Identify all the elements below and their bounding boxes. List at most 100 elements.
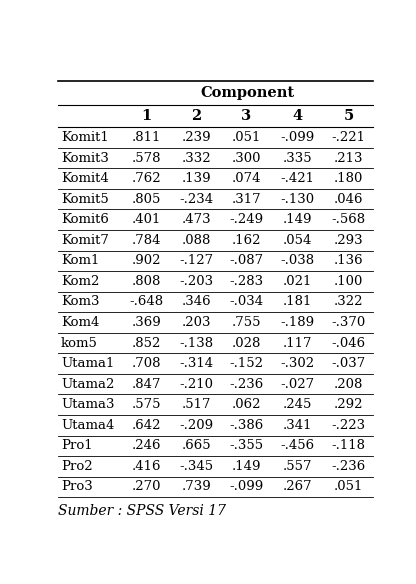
Text: .293: .293 bbox=[334, 234, 364, 247]
Text: .088: .088 bbox=[182, 234, 211, 247]
Text: 4: 4 bbox=[292, 109, 302, 123]
Text: Pro3: Pro3 bbox=[61, 481, 93, 493]
Text: -.034: -.034 bbox=[229, 296, 263, 308]
Text: -.138: -.138 bbox=[179, 336, 213, 350]
Text: .401: .401 bbox=[131, 213, 161, 226]
Text: .557: .557 bbox=[283, 460, 312, 473]
Text: .300: .300 bbox=[231, 151, 261, 165]
Text: -.234: -.234 bbox=[179, 193, 213, 206]
Text: Utama4: Utama4 bbox=[61, 419, 114, 432]
Text: .021: .021 bbox=[283, 275, 312, 288]
Text: .267: .267 bbox=[283, 481, 312, 493]
Text: .149: .149 bbox=[283, 213, 312, 226]
Text: .239: .239 bbox=[181, 131, 211, 144]
Text: -.099: -.099 bbox=[280, 131, 314, 144]
Text: .811: .811 bbox=[131, 131, 161, 144]
Text: .292: .292 bbox=[334, 398, 364, 411]
Text: Komit6: Komit6 bbox=[61, 213, 109, 226]
Text: -.037: -.037 bbox=[332, 357, 366, 370]
Text: -.236: -.236 bbox=[332, 460, 366, 473]
Text: .847: .847 bbox=[131, 378, 161, 391]
Text: .902: .902 bbox=[131, 254, 161, 267]
Text: Komit4: Komit4 bbox=[61, 172, 109, 185]
Text: -.027: -.027 bbox=[280, 378, 314, 391]
Text: -.127: -.127 bbox=[179, 254, 213, 267]
Text: .136: .136 bbox=[334, 254, 364, 267]
Text: Komit7: Komit7 bbox=[61, 234, 109, 247]
Text: .051: .051 bbox=[334, 481, 364, 493]
Text: .208: .208 bbox=[334, 378, 364, 391]
Text: -.221: -.221 bbox=[332, 131, 366, 144]
Text: .416: .416 bbox=[131, 460, 161, 473]
Text: .665: .665 bbox=[181, 439, 211, 453]
Text: .149: .149 bbox=[231, 460, 261, 473]
Text: 1: 1 bbox=[141, 109, 151, 123]
Text: .473: .473 bbox=[181, 213, 211, 226]
Text: -.130: -.130 bbox=[280, 193, 314, 206]
Text: Kom2: Kom2 bbox=[61, 275, 99, 288]
Text: -.223: -.223 bbox=[332, 419, 366, 432]
Text: .246: .246 bbox=[131, 439, 161, 453]
Text: .180: .180 bbox=[334, 172, 364, 185]
Text: Utama2: Utama2 bbox=[61, 378, 114, 391]
Text: -.189: -.189 bbox=[280, 316, 314, 329]
Text: .739: .739 bbox=[181, 481, 211, 493]
Text: 5: 5 bbox=[344, 109, 354, 123]
Text: .808: .808 bbox=[131, 275, 161, 288]
Text: Utama3: Utama3 bbox=[61, 398, 114, 411]
Text: Pro1: Pro1 bbox=[61, 439, 93, 453]
Text: .708: .708 bbox=[131, 357, 161, 370]
Text: -.209: -.209 bbox=[179, 419, 213, 432]
Text: Komit5: Komit5 bbox=[61, 193, 109, 206]
Text: -.152: -.152 bbox=[229, 357, 263, 370]
Text: .762: .762 bbox=[131, 172, 161, 185]
Text: -.314: -.314 bbox=[179, 357, 213, 370]
Text: .322: .322 bbox=[334, 296, 364, 308]
Text: .642: .642 bbox=[131, 419, 161, 432]
Text: -.099: -.099 bbox=[229, 481, 263, 493]
Text: .270: .270 bbox=[131, 481, 161, 493]
Text: .332: .332 bbox=[181, 151, 211, 165]
Text: .575: .575 bbox=[131, 398, 161, 411]
Text: -.283: -.283 bbox=[229, 275, 263, 288]
Text: 2: 2 bbox=[191, 109, 201, 123]
Text: Komit3: Komit3 bbox=[61, 151, 109, 165]
Text: kom5: kom5 bbox=[61, 336, 98, 350]
Text: Component: Component bbox=[200, 86, 294, 100]
Text: -.648: -.648 bbox=[129, 296, 163, 308]
Text: .162: .162 bbox=[231, 234, 261, 247]
Text: Sumber : SPSS Versi 17: Sumber : SPSS Versi 17 bbox=[58, 504, 226, 518]
Text: Kom3: Kom3 bbox=[61, 296, 99, 308]
Text: -.210: -.210 bbox=[179, 378, 213, 391]
Text: .346: .346 bbox=[181, 296, 211, 308]
Text: .046: .046 bbox=[334, 193, 364, 206]
Text: .181: .181 bbox=[283, 296, 312, 308]
Text: .784: .784 bbox=[131, 234, 161, 247]
Text: -.456: -.456 bbox=[280, 439, 314, 453]
Text: -.046: -.046 bbox=[332, 336, 366, 350]
Text: -.203: -.203 bbox=[179, 275, 213, 288]
Text: .139: .139 bbox=[181, 172, 211, 185]
Text: -.118: -.118 bbox=[332, 439, 366, 453]
Text: -.568: -.568 bbox=[332, 213, 366, 226]
Text: -.386: -.386 bbox=[229, 419, 263, 432]
Text: .317: .317 bbox=[231, 193, 261, 206]
Text: 3: 3 bbox=[241, 109, 251, 123]
Text: -.087: -.087 bbox=[229, 254, 263, 267]
Text: .245: .245 bbox=[283, 398, 312, 411]
Text: .074: .074 bbox=[231, 172, 261, 185]
Text: .852: .852 bbox=[131, 336, 161, 350]
Text: Utama1: Utama1 bbox=[61, 357, 114, 370]
Text: .203: .203 bbox=[181, 316, 211, 329]
Text: .341: .341 bbox=[283, 419, 312, 432]
Text: .100: .100 bbox=[334, 275, 364, 288]
Text: .335: .335 bbox=[283, 151, 312, 165]
Text: .578: .578 bbox=[131, 151, 161, 165]
Text: -.370: -.370 bbox=[332, 316, 366, 329]
Text: .054: .054 bbox=[283, 234, 312, 247]
Text: .028: .028 bbox=[232, 336, 261, 350]
Text: .755: .755 bbox=[231, 316, 261, 329]
Text: -.236: -.236 bbox=[229, 378, 263, 391]
Text: -.345: -.345 bbox=[179, 460, 213, 473]
Text: .369: .369 bbox=[131, 316, 161, 329]
